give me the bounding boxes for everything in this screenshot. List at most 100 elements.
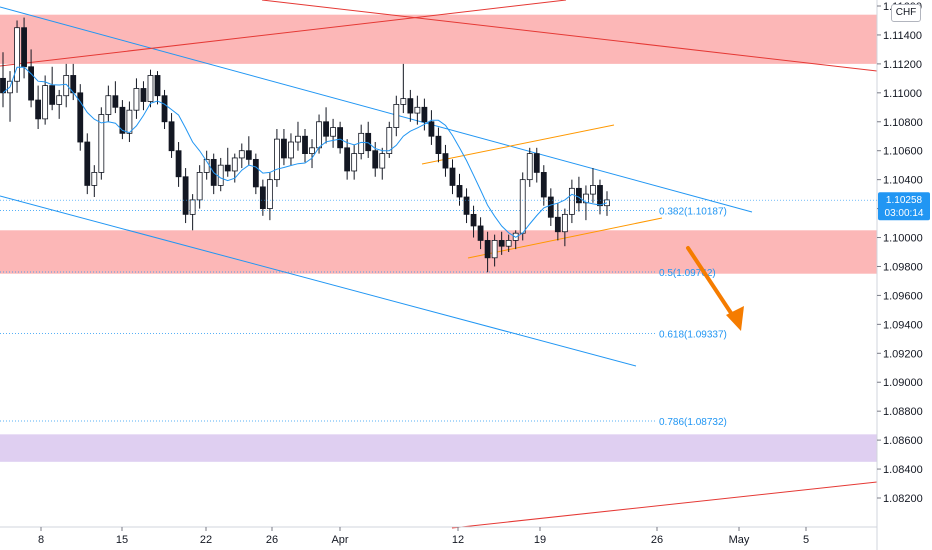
candle [568, 179, 575, 224]
candle-body [386, 127, 393, 154]
candle [105, 85, 112, 122]
candle-body [344, 147, 351, 172]
candle-body [547, 196, 554, 218]
candle [63, 63, 70, 108]
candle-body [245, 150, 252, 160]
candle-body [295, 135, 301, 143]
candle [561, 208, 568, 247]
candle-body [597, 185, 603, 207]
candle-body [435, 135, 442, 154]
fib-label: 0.382(1.10187) [659, 206, 727, 217]
candle [597, 179, 603, 215]
price-tick-label: 1.09800 [883, 261, 923, 273]
projection-arrow [686, 246, 744, 331]
currency-badge[interactable]: CHF [891, 4, 921, 22]
candle-body [112, 95, 119, 108]
price-tick-label: 1.08200 [883, 493, 923, 505]
candle-body [175, 150, 182, 178]
candle-body [161, 95, 168, 123]
candle-body [63, 75, 70, 97]
candle [77, 84, 84, 151]
candle-body [274, 138, 280, 181]
candle-body [49, 85, 56, 105]
candle-body [330, 127, 336, 137]
candle-body [540, 172, 547, 198]
candle [42, 75, 49, 125]
candle [463, 188, 470, 224]
candle-body [491, 240, 498, 259]
candle [238, 143, 245, 169]
candle [498, 231, 505, 255]
candle [288, 133, 294, 166]
time-tick-label: 15 [116, 534, 128, 546]
candle-body [14, 27, 20, 82]
candle-body [421, 106, 428, 123]
candle-body [0, 77, 6, 94]
price-tick-label: 1.10800 [883, 117, 923, 129]
candle-body [252, 158, 259, 188]
candle-body [105, 95, 112, 115]
candle-body [84, 141, 91, 186]
time-tick-label: May [729, 534, 750, 546]
candle-body [477, 225, 484, 241]
candle [217, 157, 224, 192]
candle [28, 49, 34, 108]
fib-label: 0.618(1.09337) [659, 329, 727, 340]
arrow-head [726, 306, 744, 331]
candle-body [379, 153, 386, 169]
trend-line [0, 0, 567, 67]
candle-body [561, 213, 568, 233]
time-tick-label: 8 [38, 534, 44, 546]
candle-body [154, 75, 161, 97]
candle [302, 129, 308, 163]
candle-body [428, 121, 435, 137]
candle-body [266, 179, 273, 209]
arrow-shaft [686, 246, 735, 318]
candle-body [442, 153, 449, 169]
candle-body [337, 127, 344, 149]
trend-lines [0, 0, 878, 529]
candle [351, 144, 358, 180]
candle-body [302, 135, 308, 154]
candle-body [393, 104, 400, 128]
candle-body [449, 167, 456, 186]
trend-line [0, 195, 637, 367]
time-tick-label: 5 [803, 534, 809, 546]
zone-support [0, 230, 877, 274]
price-tag-box [878, 192, 930, 221]
candle-body [42, 85, 49, 120]
candle-body [231, 157, 238, 172]
candle-body [505, 240, 512, 247]
candle-body [196, 172, 203, 201]
price-tick-label: 1.10600 [883, 146, 923, 158]
candle [337, 121, 344, 154]
candle [35, 85, 42, 129]
candle-body [323, 121, 329, 137]
candle [484, 231, 491, 273]
price-tick-label: 1.10000 [883, 233, 923, 245]
candle [224, 147, 231, 177]
ma-line [2, 66, 608, 238]
countdown-label: 03:00:14 [885, 208, 924, 219]
candle [14, 20, 20, 93]
candle-body [590, 185, 596, 195]
candle [386, 121, 393, 158]
candle [449, 159, 456, 195]
price-tick-label: 1.10400 [883, 175, 923, 187]
candle [442, 144, 449, 177]
candle-body [554, 216, 561, 233]
trend-line [421, 124, 615, 165]
candle [540, 165, 547, 206]
candle-body [28, 66, 34, 101]
candle [203, 150, 210, 180]
candle [414, 95, 421, 125]
price-tick-label: 1.08600 [883, 435, 923, 447]
candle [140, 81, 147, 111]
candle [330, 118, 336, 148]
price-tick-label: 1.08400 [883, 464, 923, 476]
candle [189, 194, 196, 231]
candle-body [470, 213, 477, 227]
price-tick-label: 1.11200 [883, 59, 922, 71]
